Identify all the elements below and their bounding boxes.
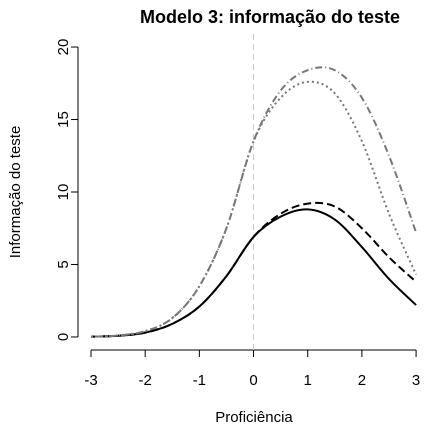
x-tick-label: 0 bbox=[249, 372, 257, 389]
y-tick-label: 10 bbox=[55, 184, 72, 201]
x-tick-label: -1 bbox=[193, 372, 206, 389]
x-tick-label: 1 bbox=[304, 372, 312, 389]
x-tick-label: 2 bbox=[358, 372, 366, 389]
y-tick-label: 15 bbox=[55, 111, 72, 128]
y-tick-label: 0 bbox=[55, 333, 72, 341]
x-tick-label: 3 bbox=[412, 372, 420, 389]
chart-title: Modelo 3: informação do teste bbox=[140, 7, 400, 27]
y-axis-label: Informação do teste bbox=[7, 126, 24, 259]
x-tick-label: -3 bbox=[84, 372, 97, 389]
y-tick-label: 5 bbox=[55, 260, 72, 268]
x-tick-label: -2 bbox=[139, 372, 152, 389]
x-axis-label: Proficiência bbox=[215, 409, 293, 426]
series-line bbox=[90, 201, 417, 338]
y-tick-label: 20 bbox=[55, 39, 72, 56]
